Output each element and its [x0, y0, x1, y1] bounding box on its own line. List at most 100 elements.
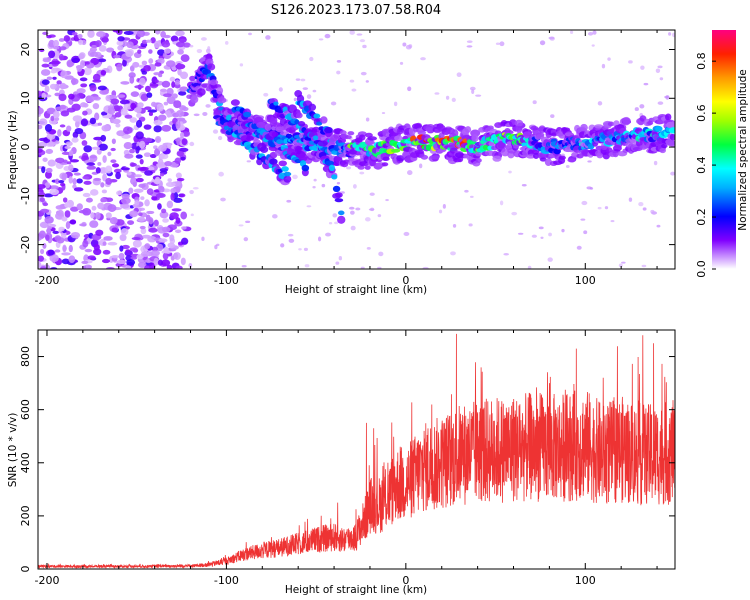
spectrogram-cell [325, 160, 334, 166]
colorbar-ticks: 0.0 0.2 0.4 0.6 0.8 [695, 52, 716, 278]
spectrogram-cell [82, 110, 88, 116]
spectrogram-cell [628, 197, 633, 202]
y-tick-label: -20 [19, 236, 32, 254]
spectrogram-cell [174, 157, 181, 164]
spectrogram-cell [128, 187, 134, 194]
spectrogram-cell [126, 259, 136, 266]
spectrogram-cell [475, 94, 482, 97]
spectrogram-cell [122, 59, 127, 67]
spectrogram-cell [181, 237, 189, 245]
spectrogram-cell [360, 71, 367, 76]
spectrogram-cell [79, 77, 88, 82]
spectrogram-cell [101, 37, 109, 43]
spectrogram-cell [73, 172, 81, 176]
spectrogram-cell [143, 152, 151, 158]
spectrogram-cell [86, 165, 97, 170]
spectrogram-cell [659, 77, 664, 81]
spectrogram-cell [129, 117, 138, 123]
spectrogram-cell [125, 50, 133, 58]
spectrogram-cell [174, 79, 180, 86]
spectrogram-cell [75, 120, 80, 128]
spectrogram-cell [364, 165, 371, 170]
spectrogram-cell [259, 146, 269, 153]
spectrogram-cell [308, 103, 317, 111]
spectrogram-cell [100, 69, 107, 76]
spectrogram-cell [69, 159, 80, 163]
spectrogram-cell [124, 114, 133, 119]
spectrogram-cell [111, 227, 118, 233]
spectrogram-cell [300, 78, 306, 82]
spectrogram-cell [148, 227, 158, 233]
spectrogram-cell [89, 189, 99, 196]
spectrogram-cell [420, 154, 429, 160]
spectrogram-cell [468, 223, 473, 227]
spectrogram-cell [179, 38, 187, 43]
spectrogram-cell [107, 241, 118, 246]
spectrogram-cell [178, 91, 187, 96]
spectrogram-cell [335, 261, 340, 265]
spectrogram-cell [138, 207, 146, 211]
spectrogram-cell [621, 261, 626, 264]
spectrogram-cell [148, 217, 154, 225]
spectrogram-cell [169, 234, 175, 242]
spectrogram-cell [76, 178, 83, 184]
colorbar-tick-label: 0.0 [695, 260, 708, 278]
x-tick-label: -100 [214, 274, 239, 287]
spectrogram-cell [661, 143, 668, 149]
spectrogram-cell [100, 182, 105, 188]
spectrogram-cell [366, 246, 371, 250]
colorbar-label: Normalized spectral amplitude [737, 69, 749, 230]
snr-x-label: Height of straight line (km) [285, 584, 427, 596]
spectrogram-cell [140, 227, 147, 235]
spectrogram-cell [64, 202, 70, 208]
spectrogram-cell [607, 57, 611, 61]
spectrogram-cell [422, 266, 429, 269]
spectrogram-cell [394, 135, 403, 142]
spectrogram-cell [145, 39, 152, 43]
spectrogram-cell [61, 151, 71, 155]
colorbar-tick-label: 0.2 [695, 208, 708, 226]
spectrogram-cell [170, 35, 179, 43]
spectrogram-cell [68, 175, 73, 184]
spectrogram-cell [175, 110, 185, 118]
spectrogram-cell [113, 168, 122, 174]
spectrogram-cell [68, 244, 73, 253]
spectrogram-cell [100, 134, 107, 142]
spectrogram-cell [153, 219, 159, 227]
spectrogram-cell [429, 155, 440, 160]
spectrogram-cell [220, 197, 226, 202]
spectrogram-cell [42, 157, 48, 162]
spectrogram-cell [281, 166, 289, 172]
spectrogram-cell [158, 185, 165, 193]
spectrogram-cell [131, 236, 141, 241]
spectrogram-cell [54, 235, 62, 242]
spectrogram-cell [503, 253, 509, 256]
spectrogram-y-label: Frequency (Hz) [7, 110, 19, 189]
spectrogram-cell [670, 171, 675, 176]
spectrogram-cell [55, 205, 65, 210]
spectrogram-cell [276, 139, 284, 145]
spectrogram-cell [120, 107, 128, 116]
spectrogram-cell [264, 123, 272, 132]
spectrogram-cell [238, 224, 244, 227]
spectrogram-cell [85, 197, 93, 203]
spectrogram-cell [52, 76, 57, 80]
spectrogram-cell [144, 199, 150, 207]
spectrogram-cell [138, 212, 143, 217]
spectrogram-cell [105, 212, 112, 219]
spectrogram-cell [101, 189, 108, 194]
spectrogram-cell [271, 131, 279, 137]
spectrogram-cell [634, 107, 639, 111]
spectrogram-cell [175, 30, 185, 37]
spectrogram-cell [464, 189, 469, 193]
spectrogram-cell [180, 54, 190, 63]
spectrogram-cell [668, 32, 672, 36]
spectrogram-cell [71, 137, 79, 143]
spectrogram-cell [335, 192, 343, 198]
spectrogram-cell [150, 37, 156, 44]
spectrogram-cell [95, 229, 104, 236]
spectrogram-cell [111, 255, 120, 259]
spectrogram-cell [87, 49, 97, 57]
spectrogram-cell [81, 260, 89, 265]
